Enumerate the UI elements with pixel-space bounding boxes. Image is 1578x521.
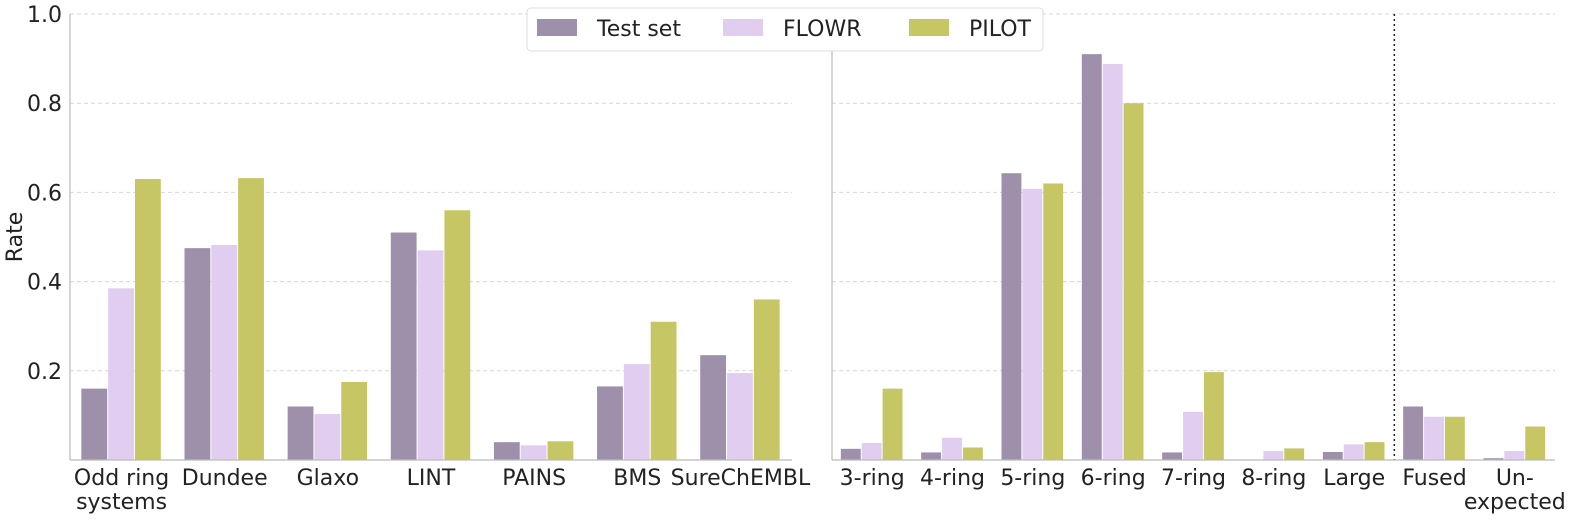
bar-flowr — [727, 373, 753, 460]
bar-pilot — [753, 299, 780, 460]
bar-flowr — [1343, 444, 1364, 460]
x-tick-label: 4-ring — [920, 466, 985, 491]
bar-pilot — [1043, 183, 1064, 461]
bar-pilot — [1284, 448, 1305, 460]
x-tick-label: BMS — [613, 466, 661, 491]
bar-test-set — [493, 442, 520, 460]
y-tick-label: 0.6 — [27, 181, 62, 206]
bar-test-set — [700, 355, 727, 460]
legend-swatch — [537, 19, 577, 36]
bar-test-set — [1081, 54, 1102, 460]
bar-flowr — [1504, 451, 1525, 460]
bar-pilot — [962, 447, 983, 460]
legend-swatch — [723, 19, 763, 36]
bar-pilot — [1203, 372, 1224, 460]
bar-flowr — [108, 288, 134, 460]
bar-test-set — [81, 388, 108, 460]
bar-flowr — [623, 364, 650, 460]
bar-test-set — [1403, 406, 1424, 460]
bar-pilot — [134, 179, 161, 460]
bar-flowr — [1424, 416, 1444, 460]
x-tick-label: SureChEMBL — [671, 466, 811, 491]
bar-test-set — [1483, 458, 1504, 460]
bar-pilot — [1123, 103, 1144, 460]
bar-pilot — [1444, 416, 1465, 460]
bar-test-set — [390, 232, 417, 460]
bar-flowr — [211, 245, 238, 460]
x-tick-label: Fused — [1402, 466, 1466, 491]
x-tick-label: 7-ring — [1161, 466, 1226, 491]
bar-pilot — [882, 388, 903, 460]
y-tick-label: 0.4 — [27, 271, 62, 296]
bars — [81, 54, 1546, 461]
bar-pilot — [547, 441, 574, 460]
x-tick-label: 6-ring — [1081, 466, 1146, 491]
bar-flowr — [520, 445, 547, 460]
y-tick-label: 0.8 — [27, 92, 62, 117]
bar-flowr — [942, 437, 962, 460]
bar-flowr — [1263, 451, 1284, 460]
x-tick-label: 8-ring — [1241, 466, 1306, 491]
grid-lines — [70, 13, 1555, 372]
x-tick-label: systems — [76, 490, 167, 515]
x-tick-label: expected — [1464, 490, 1566, 515]
bar-pilot — [341, 381, 368, 460]
x-tick-label: Dundee — [182, 466, 268, 491]
bar-test-set — [1162, 452, 1183, 460]
bar-test-set — [1001, 173, 1022, 460]
bar-pilot — [444, 210, 471, 460]
legend-label: Test set — [596, 17, 681, 42]
bar-test-set — [840, 448, 861, 460]
bar-flowr — [314, 414, 341, 460]
y-tick-label: 0.2 — [27, 360, 62, 385]
bar-test-set — [921, 452, 942, 460]
y-tick-label: 1.0 — [27, 3, 62, 28]
x-tick-label: Large — [1323, 466, 1385, 491]
legend: Test set FLOWR PILOT — [526, 7, 1044, 52]
bar-pilot — [1525, 426, 1546, 460]
y-axis-label: Rate — [3, 212, 28, 262]
bar-flowr — [1022, 188, 1043, 460]
bar-flowr — [861, 443, 882, 460]
x-tick-label: Glaxo — [297, 466, 359, 491]
bar-test-set — [1322, 451, 1343, 460]
x-tick-label: Un- — [1496, 466, 1534, 491]
legend-swatch — [909, 19, 949, 36]
x-tick-label: 5-ring — [1000, 466, 1065, 491]
bar-pilot — [650, 321, 677, 460]
x-tick-label: Odd ring — [74, 466, 169, 491]
bar-test-set — [597, 386, 623, 460]
bar-flowr — [1102, 63, 1123, 460]
legend-label: PILOT — [969, 17, 1032, 42]
x-tick-label: LINT — [407, 466, 456, 491]
bar-pilot — [238, 178, 264, 460]
x-tick-label: PAINS — [502, 466, 566, 491]
bar-flowr — [1183, 411, 1203, 460]
bar-test-set — [184, 248, 211, 460]
legend-box — [526, 7, 1044, 52]
bar-flowr — [417, 250, 444, 460]
bar-pilot — [1364, 442, 1385, 460]
x-tick-label: 3-ring — [840, 466, 905, 491]
legend-label: FLOWR — [783, 17, 861, 42]
bar-test-set — [287, 406, 314, 460]
